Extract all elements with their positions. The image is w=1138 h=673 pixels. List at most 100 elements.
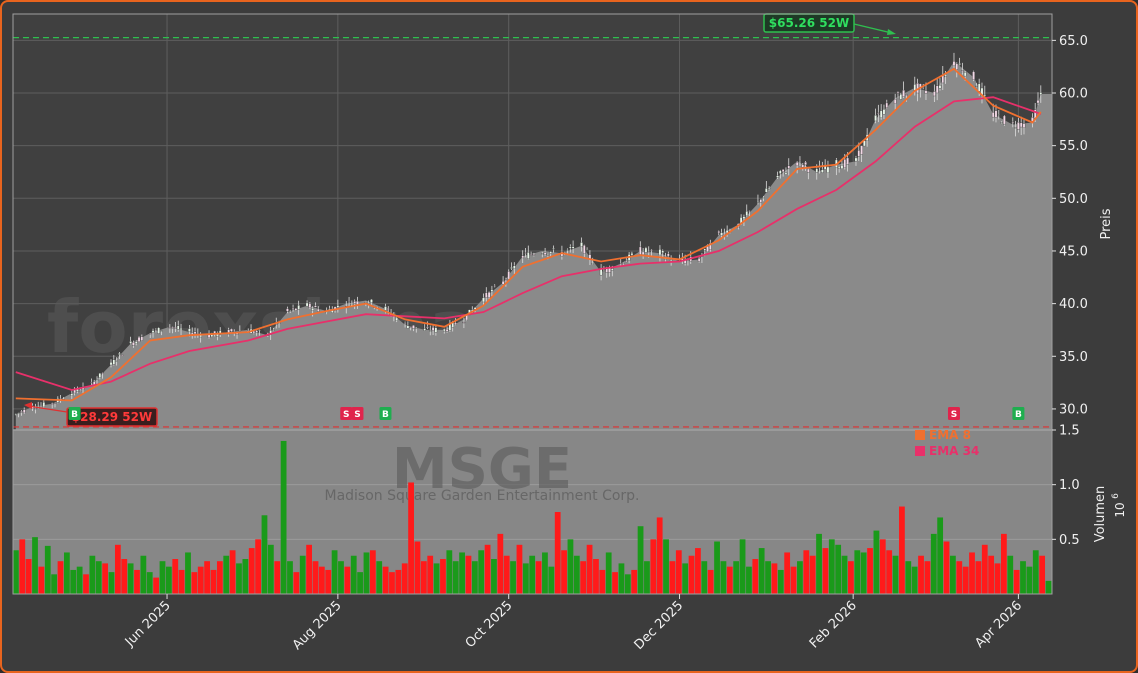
candle-body: [826, 166, 830, 173]
candle-body: [975, 85, 978, 88]
candle-body: [34, 408, 37, 410]
candle-body: [384, 306, 387, 311]
volume-bar: [771, 563, 778, 594]
candle-body: [644, 247, 648, 253]
candle-body: [823, 164, 827, 170]
volume-bar: [338, 561, 344, 594]
candle-body: [571, 246, 575, 249]
candle-body: [527, 252, 530, 259]
volume-bar: [140, 555, 147, 594]
volume-bar: [19, 539, 26, 594]
candle-body: [745, 211, 748, 216]
volume-bar: [216, 561, 223, 594]
price-tick-label: 60.0: [1059, 86, 1088, 101]
candle-body: [490, 289, 494, 292]
volume-bar: [1020, 561, 1026, 594]
candle-body: [837, 166, 841, 169]
candle-body: [78, 390, 82, 392]
volume-bar: [1045, 580, 1052, 594]
signal-marker-B: [68, 407, 81, 420]
volume-bar: [580, 561, 587, 594]
candle-body: [748, 210, 751, 212]
signal-label: B: [71, 410, 78, 420]
candle-body: [742, 216, 746, 219]
candle-body: [1039, 92, 1043, 95]
volume-bar: [714, 541, 720, 594]
candle-body: [955, 63, 959, 70]
candle-body: [112, 359, 116, 365]
candle-body: [913, 84, 917, 91]
volume-bar: [522, 563, 529, 594]
volume-bar: [255, 539, 261, 594]
volume-bar: [918, 555, 924, 594]
volume-bar: [497, 533, 504, 594]
volume-bar: [165, 566, 172, 594]
signal-label: S: [951, 410, 957, 420]
legend-swatch: [915, 430, 925, 440]
candle-body: [39, 405, 43, 407]
candle-body: [151, 330, 155, 333]
signal-marker-S: [351, 407, 364, 420]
candle-body: [840, 165, 844, 169]
volume-bar: [478, 550, 485, 594]
ema34-line: [15, 96, 1042, 391]
volume-bar: [44, 545, 51, 594]
volume-bar: [510, 561, 516, 594]
candle-body: [160, 330, 163, 332]
volume-bar: [886, 550, 893, 594]
candle-body: [935, 85, 939, 94]
price-axis-label: Preis: [1099, 208, 1114, 239]
volume-bar: [905, 561, 912, 594]
volume-bar: [701, 561, 708, 594]
volume-bar: [401, 563, 408, 594]
volume-bar: [682, 563, 689, 594]
candle-body: [118, 353, 121, 355]
candle-body: [639, 246, 642, 255]
candle-body: [297, 305, 300, 310]
signal-label: S: [343, 410, 349, 420]
watermark-company: Madison Square Garden Entertainment Corp…: [324, 488, 639, 504]
volume-bar: [446, 550, 453, 594]
signal-label: B: [1015, 410, 1022, 420]
candle-body: [171, 327, 174, 329]
candle-body: [193, 331, 197, 334]
candle-body: [487, 292, 491, 298]
candle-body: [991, 112, 995, 118]
volume-bar: [784, 552, 791, 594]
candle-body: [552, 248, 555, 250]
volume-bar: [956, 561, 963, 594]
candle-body: [521, 255, 524, 259]
candle-body: [1011, 121, 1015, 123]
candle-body: [148, 333, 152, 335]
volume-exponent-label: 10: [1113, 502, 1127, 517]
signal-marker-B: [1012, 407, 1025, 420]
volume-bar: [695, 548, 701, 594]
x-tick-label: Feb 2026: [807, 598, 860, 651]
candle-body: [291, 307, 295, 309]
volume-bar: [108, 572, 115, 594]
volume-bar: [739, 539, 746, 594]
candle-body: [90, 381, 93, 384]
volume-bar: [13, 550, 19, 594]
volume-bar: [554, 512, 561, 594]
candle-body: [767, 187, 771, 190]
volume-bar: [293, 572, 300, 594]
volume-tick-label: 1.5: [1059, 424, 1080, 439]
candle-body: [667, 253, 670, 257]
price-tick-label: 50.0: [1059, 192, 1088, 207]
candle-body: [787, 165, 790, 169]
volume-bar: [146, 572, 153, 594]
volume-bar: [675, 550, 682, 594]
volume-bar: [803, 550, 810, 594]
candle-body: [1014, 127, 1017, 129]
volume-bar: [631, 569, 638, 594]
candle-body: [168, 327, 172, 329]
candle-body: [42, 402, 46, 408]
volume-bar: [854, 550, 861, 594]
price-tick-label: 30.0: [1059, 402, 1088, 417]
volume-bar: [663, 539, 669, 594]
volume-bar: [185, 552, 191, 594]
volume-bar: [306, 544, 312, 594]
candle-body: [622, 263, 625, 266]
